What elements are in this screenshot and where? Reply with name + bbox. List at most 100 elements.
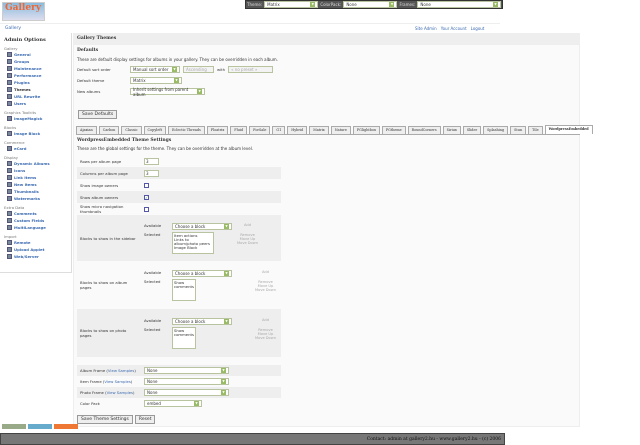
your-account-link[interactable]: Your Account bbox=[440, 26, 467, 31]
sidebar-item-dynamic-albums[interactable]: Dynamic Albums bbox=[4, 160, 67, 167]
album-frame-select[interactable]: None ▼ bbox=[144, 367, 229, 374]
sidebar-item-watermarks[interactable]: Watermarks bbox=[4, 195, 67, 202]
site-admin-link[interactable]: Site Admin bbox=[415, 26, 437, 31]
sidebar-item-performance[interactable]: Performance bbox=[4, 72, 67, 79]
add-button[interactable]: Add bbox=[244, 222, 251, 227]
view-samples-link[interactable]: View Samples bbox=[106, 390, 134, 395]
tab-tile[interactable]: Tile bbox=[528, 126, 543, 134]
available-blocks-select[interactable]: Choose a block ▼ bbox=[172, 317, 232, 325]
chevron-down-icon: ▼ bbox=[493, 2, 499, 7]
remove-button[interactable]: Remove bbox=[258, 279, 273, 284]
add-button[interactable]: Add bbox=[262, 317, 269, 322]
sidebar-item-remote[interactable]: Remote bbox=[4, 239, 67, 246]
gallery-badge[interactable] bbox=[54, 424, 78, 429]
item-frame-select[interactable]: None ▼ bbox=[144, 378, 229, 385]
sidebar-item-thumbnails[interactable]: Thumbnails bbox=[4, 188, 67, 195]
tab-forsale[interactable]: ForSale bbox=[249, 126, 271, 134]
sidebar-group-label: Commerce bbox=[4, 140, 25, 145]
move-down-button[interactable]: Move Down bbox=[255, 335, 276, 340]
move-up-button[interactable]: Move Up bbox=[257, 331, 274, 336]
save-defaults-button[interactable]: Save Defaults bbox=[78, 110, 118, 119]
selected-block-item[interactable]: Show comments bbox=[174, 279, 195, 289]
micro-nav-checkbox[interactable] bbox=[144, 206, 149, 212]
add-button[interactable]: Add bbox=[262, 269, 269, 274]
tab-pglightbox[interactable]: PGlightbox bbox=[352, 126, 380, 134]
breadcrumb-gallery[interactable]: Gallery bbox=[5, 26, 22, 31]
selected-blocks-list[interactable]: Show comments bbox=[172, 326, 196, 349]
color-pack-select[interactable]: embed ▼ bbox=[144, 400, 202, 407]
tab-matrix[interactable]: Matrix bbox=[309, 126, 329, 134]
tab-ajaxian[interactable]: Ajaxian bbox=[76, 126, 97, 134]
theme-select[interactable]: Matrix ▼ bbox=[264, 1, 319, 8]
selected-blocks-list[interactable]: Show comments bbox=[172, 278, 196, 301]
selected-block-item[interactable]: Image Block bbox=[174, 245, 198, 251]
sidebar-item-link-items[interactable]: Link Items bbox=[4, 174, 67, 181]
sidebar-item-custom-fields[interactable]: Custom Fields bbox=[4, 217, 67, 224]
sidebar-item-themes[interactable]: Themes bbox=[4, 86, 67, 93]
tab-eclectic-threads[interactable]: Eclectic Threads bbox=[167, 126, 205, 134]
move-down-button[interactable]: Move Down bbox=[255, 287, 276, 292]
css-badge[interactable] bbox=[28, 424, 52, 429]
sidebar-item-web-server[interactable]: Web/Server bbox=[4, 253, 67, 260]
photo-frame-select[interactable]: None ▼ bbox=[144, 389, 229, 396]
selected-blocks-list[interactable]: Item actions Links to album/photo peers Im… bbox=[172, 231, 214, 254]
view-samples-link[interactable]: View Samples bbox=[107, 368, 135, 373]
sidebar-item-new-items[interactable]: New Items bbox=[4, 181, 67, 188]
colorpack-select[interactable]: None ▼ bbox=[343, 1, 398, 8]
tab-g1[interactable]: G1 bbox=[272, 126, 286, 134]
sidebar-item-maintenance[interactable]: Maintenance bbox=[4, 65, 67, 72]
rows-input[interactable]: 3 bbox=[144, 157, 159, 165]
frames-select[interactable]: None ▼ bbox=[417, 1, 502, 8]
tab-roundcorners[interactable]: RoundCorners bbox=[407, 126, 441, 134]
logout-link[interactable]: Logout bbox=[470, 26, 485, 31]
tab-pgtheme[interactable]: PGtheme bbox=[381, 126, 406, 134]
sidebar-item-icons[interactable]: Icons bbox=[4, 167, 67, 174]
selected-block-item[interactable]: Show comments bbox=[174, 327, 195, 337]
sidebar-item-groups[interactable]: Groups bbox=[4, 58, 67, 65]
view-samples-link[interactable]: View Samples bbox=[104, 379, 131, 384]
move-down-button[interactable]: Move Down bbox=[237, 240, 258, 245]
save-theme-settings-button[interactable]: Save Theme Settings bbox=[77, 415, 133, 424]
available-blocks-select[interactable]: Choose a block ▼ bbox=[172, 222, 232, 230]
sidebar-item-users[interactable]: Users bbox=[4, 100, 67, 107]
available-blocks-select[interactable]: Choose a block ▼ bbox=[172, 269, 232, 277]
tab-splashing[interactable]: Splashing bbox=[483, 126, 509, 134]
gallery-logo[interactable]: Gallery bbox=[2, 2, 45, 21]
tab-floatrix[interactable]: Floatrix bbox=[206, 126, 229, 134]
tab-hybrid[interactable]: Hybrid bbox=[287, 126, 308, 134]
tab-classic[interactable]: Classic bbox=[121, 126, 142, 134]
sidebar-item-ecard[interactable]: eCard bbox=[4, 145, 67, 152]
tab-stun[interactable]: Stun bbox=[510, 126, 527, 134]
move-up-button[interactable]: Move Up bbox=[239, 236, 256, 241]
preset-select[interactable]: « no preset » bbox=[228, 66, 274, 73]
sidebar-item-multilanguage[interactable]: MultiLanguage bbox=[4, 224, 67, 231]
sidebar-item-image-block[interactable]: Image Block bbox=[4, 130, 67, 137]
sidebar-item-general[interactable]: General bbox=[4, 51, 67, 58]
tab-copyleft[interactable]: Copyleft bbox=[143, 126, 166, 134]
default-theme-select[interactable]: Matrix ▼ bbox=[130, 77, 182, 84]
move-up-button[interactable]: Move Up bbox=[257, 283, 274, 288]
new-albums-select[interactable]: Inherit settings from parent album ▼ bbox=[130, 87, 205, 97]
sort-direction-select[interactable]: Ascending bbox=[183, 66, 214, 73]
tab-wordpressembedded[interactable]: WordpressEmbedded bbox=[544, 125, 593, 134]
sidebar-item-imagemagick[interactable]: ImageMagick bbox=[4, 115, 67, 122]
tab-fluid[interactable]: Fluid bbox=[230, 126, 248, 134]
sort-order-select[interactable]: Manual sort order ▼ bbox=[130, 66, 180, 73]
selected-block-item[interactable]: Item actions bbox=[174, 232, 198, 238]
sidebar-item-plugins[interactable]: Plugins bbox=[4, 79, 67, 86]
xhtml-badge[interactable] bbox=[2, 424, 26, 429]
album-owners-checkbox[interactable]: ✓ bbox=[144, 194, 149, 200]
sidebar-item-upload-applet[interactable]: Upload Applet bbox=[4, 246, 67, 253]
remove-button[interactable]: Remove bbox=[258, 327, 273, 332]
remove-button[interactable]: Remove bbox=[240, 232, 255, 237]
cols-input[interactable]: 3 bbox=[144, 169, 159, 177]
selected-block-item[interactable]: Links to album/photo peers bbox=[174, 236, 210, 246]
tab-siriux[interactable]: Siriux bbox=[442, 126, 461, 134]
image-owners-checkbox[interactable] bbox=[144, 182, 149, 188]
sidebar-item-comments[interactable]: Comments bbox=[4, 210, 67, 217]
tab-nature[interactable]: Nature bbox=[330, 126, 351, 134]
reset-button[interactable]: Reset bbox=[134, 415, 156, 424]
sidebar-item-url-rewrite[interactable]: URL Rewrite bbox=[4, 93, 67, 100]
tab-slider[interactable]: Slider bbox=[462, 126, 482, 134]
tab-carbon[interactable]: Carbon bbox=[98, 126, 120, 134]
